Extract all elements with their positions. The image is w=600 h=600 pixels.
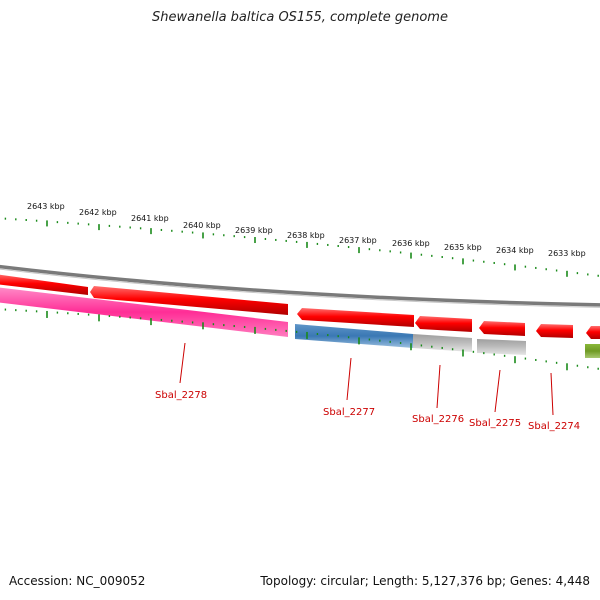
genome-title: Shewanella baltica OS155, complete genom… — [152, 10, 448, 25]
kbp-label: 2643 kbp — [27, 202, 65, 211]
forward-strand-genes — [0, 274, 600, 339]
leader-line — [550, 372, 554, 416]
gene-label[interactable]: Sbal_2275 — [469, 418, 521, 429]
gene-label[interactable]: Sbal_2278 — [155, 390, 207, 401]
outer-scale-ticks — [4, 217, 599, 277]
cds-segment-olive[interactable] — [585, 344, 600, 358]
leader-line — [346, 357, 352, 401]
kbp-label: 2636 kbp — [392, 239, 430, 248]
gene-arrow[interactable] — [415, 316, 472, 332]
genome-summary-text: Topology: circular; Length: 5,127,376 bp… — [260, 574, 590, 588]
kbp-label: 2637 kbp — [339, 236, 377, 245]
cds-track — [0, 287, 600, 358]
leader-line — [494, 369, 501, 413]
gene-label-leaders — [179, 342, 554, 416]
gene-arrow[interactable] — [0, 274, 88, 295]
kbp-label: 2638 kbp — [287, 231, 325, 240]
kbp-labels: 2643 kbp 2642 kbp 2641 kbp 2640 kbp 2639… — [27, 202, 586, 258]
accession-text: Accession: NC_009052 — [9, 574, 146, 588]
cds-segment-gray[interactable] — [477, 339, 526, 355]
kbp-label: 2642 kbp — [79, 208, 117, 217]
leader-line — [436, 364, 441, 409]
gene-arrow[interactable] — [586, 326, 600, 339]
genome-backbone-highlight — [0, 268, 600, 308]
cds-segment-pink[interactable] — [0, 287, 288, 337]
genome-backbone — [0, 264, 600, 307]
gene-arrow[interactable] — [479, 321, 525, 336]
kbp-label: 2635 kbp — [444, 243, 482, 252]
kbp-label: 2640 kbp — [183, 221, 221, 230]
gene-label[interactable]: Sbal_2277 — [323, 407, 375, 418]
cds-segment-blue[interactable] — [295, 324, 413, 348]
gene-arrow[interactable] — [297, 308, 414, 327]
kbp-label: 2639 kbp — [235, 226, 273, 235]
gene-label[interactable]: Sbal_2276 — [412, 414, 464, 425]
gene-labels: Sbal_2278 Sbal_2277 Sbal_2276 Sbal_2275 … — [155, 390, 580, 432]
kbp-label: 2641 kbp — [131, 214, 169, 223]
gene-arrow[interactable] — [536, 324, 573, 338]
kbp-label: 2634 kbp — [496, 246, 534, 255]
leader-line — [179, 342, 186, 384]
gene-label[interactable]: Sbal_2274 — [528, 421, 580, 432]
kbp-label: 2633 kbp — [548, 249, 586, 258]
gene-arrow[interactable] — [90, 286, 288, 315]
inner-scale-ticks — [4, 308, 599, 371]
cds-segment-gray[interactable] — [413, 334, 472, 352]
